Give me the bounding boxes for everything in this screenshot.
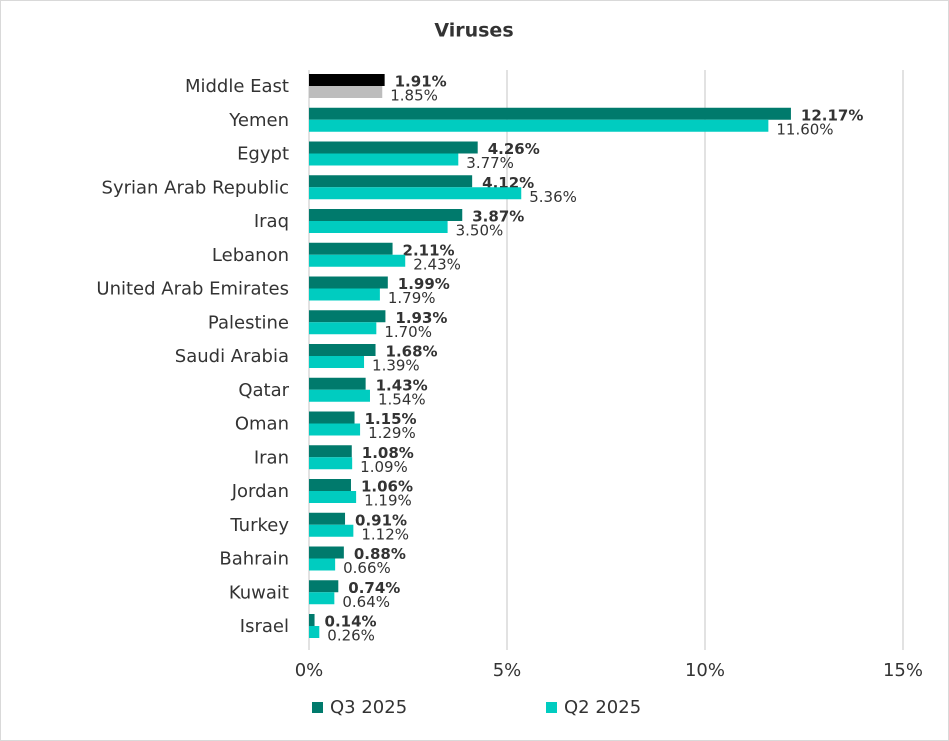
value-label: 0.91% (355, 511, 407, 529)
category-label: Jordan (231, 481, 289, 502)
value-label: 1.70% (384, 323, 432, 341)
legend-label: Q2 2025 (564, 697, 641, 718)
value-label: 5.36% (529, 188, 577, 206)
bar (309, 119, 769, 132)
value-label: 1.39% (372, 357, 420, 375)
bar (309, 457, 353, 470)
bar (309, 344, 376, 356)
legend-label: Q3 2025 (330, 697, 407, 718)
category-label: Iran (254, 447, 289, 468)
value-label: 1.09% (360, 458, 408, 476)
value-label: 0.74% (348, 579, 400, 597)
category-label: Yemen (228, 110, 289, 131)
value-label: 1.93% (395, 309, 447, 327)
bar (309, 310, 386, 323)
value-label: 3.87% (472, 208, 524, 226)
x-tick-label: 5% (493, 660, 522, 681)
value-label: 0.14% (325, 613, 377, 631)
bar (309, 322, 377, 335)
value-label: 3.50% (456, 222, 504, 240)
bar (309, 175, 473, 188)
value-label: 1.06% (361, 478, 413, 496)
bar (309, 107, 791, 120)
bar (309, 74, 385, 86)
category-label: Middle East (185, 76, 289, 97)
value-label: 1.54% (378, 390, 426, 408)
value-label: 0.64% (342, 593, 390, 611)
category-label: Saudi Arabia (175, 346, 289, 367)
x-tick-label: 15% (883, 660, 923, 681)
value-label: 3.77% (466, 154, 514, 172)
value-label: 0.66% (343, 559, 391, 577)
bar (309, 423, 361, 436)
bar (309, 86, 383, 98)
bar (309, 546, 344, 559)
category-label: Palestine (208, 312, 289, 333)
value-label: 1.68% (386, 343, 438, 361)
bar (309, 153, 459, 166)
value-label: 1.29% (368, 424, 416, 442)
chart-title: Viruses (434, 20, 513, 42)
bar (309, 254, 406, 267)
category-label: Egypt (237, 144, 289, 165)
bar (309, 356, 365, 368)
bar (309, 221, 448, 233)
category-label: Qatar (238, 380, 289, 401)
category-label: Oman (235, 414, 289, 435)
legend-swatch (312, 702, 323, 713)
bar (309, 141, 478, 154)
category-label: Lebanon (212, 245, 289, 266)
bar (309, 524, 354, 537)
bar (309, 626, 320, 638)
value-label: 1.08% (362, 444, 414, 462)
value-label: 1.99% (398, 275, 450, 293)
category-label: United Arab Emirates (96, 279, 289, 300)
value-label: 1.79% (388, 289, 436, 307)
value-label: 2.11% (403, 241, 455, 259)
category-label: Bahrain (219, 549, 289, 570)
bar (309, 242, 393, 255)
bar (309, 580, 339, 593)
value-label: 1.19% (364, 492, 412, 510)
x-tick-label: 10% (685, 660, 725, 681)
value-label: 0.88% (354, 545, 406, 563)
bar (309, 592, 335, 605)
value-label: 2.43% (413, 255, 461, 273)
bar (309, 288, 380, 301)
bar (309, 411, 355, 424)
value-label: 1.15% (365, 410, 417, 428)
bar (309, 377, 366, 390)
bar (309, 389, 370, 402)
value-label: 4.26% (488, 140, 540, 158)
value-label: 12.17% (801, 106, 863, 124)
bar (309, 614, 315, 626)
category-label: Turkey (229, 515, 289, 536)
bar (309, 445, 352, 458)
value-label: 11.60% (776, 120, 833, 138)
value-label: 1.91% (395, 73, 447, 91)
bar (309, 187, 522, 200)
category-label: Iraq (254, 211, 289, 232)
category-label: Syrian Arab Republic (102, 177, 289, 198)
category-label: Kuwait (229, 582, 289, 603)
category-label: Israel (240, 616, 289, 637)
value-label: 1.12% (361, 525, 409, 543)
bar (309, 276, 388, 289)
x-tick-label: 0% (295, 660, 324, 681)
bar (309, 558, 336, 571)
value-label: 1.85% (390, 87, 438, 105)
bar (309, 512, 346, 525)
bar (309, 209, 463, 221)
value-label: 1.43% (376, 376, 428, 394)
bar (309, 491, 357, 503)
legend-swatch (546, 702, 557, 713)
bar (309, 479, 351, 491)
value-label: 0.26% (327, 627, 375, 645)
